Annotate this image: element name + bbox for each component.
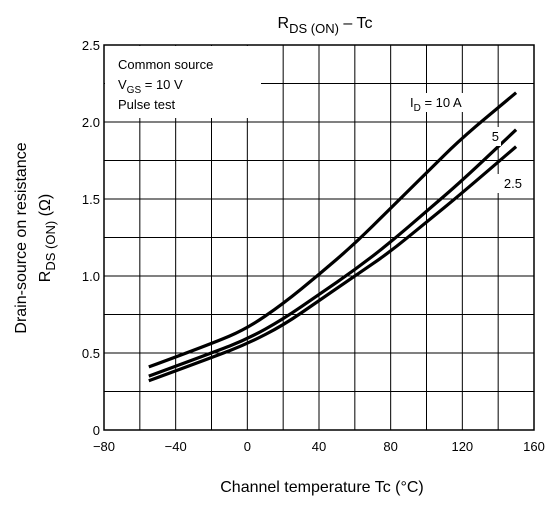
y-tick-label: 2.5 — [82, 38, 100, 53]
series-label-bg-2 — [485, 127, 501, 146]
y-tick-label: 0 — [93, 423, 100, 438]
y-axis-label-line2: RDS (ON) (Ω) — [37, 194, 58, 282]
tick-labels: −80 −40 0 40 80 120 160 0 0.5 1.0 1.5 2.0 2.5 — [82, 38, 545, 454]
plot-frame — [103, 44, 535, 431]
series-line-2 — [148, 128, 518, 378]
x-tick-label: 0 — [244, 439, 251, 454]
conditions-line1: Common source — [118, 57, 213, 72]
series-line-1 — [148, 91, 518, 369]
y-tick-label: 1.5 — [82, 192, 100, 207]
x-axis-label: Channel temperature Tc (°C) — [220, 479, 424, 496]
chart-title: RDS (ON) – Tc — [278, 15, 373, 36]
series-label-bg-3 — [496, 174, 524, 193]
series-line-3 — [148, 145, 518, 383]
y-axis-label-line1: Drain-source on resistance — [13, 142, 30, 333]
x-tick-label: −80 — [93, 439, 115, 454]
series-lines — [148, 91, 518, 383]
series-label-3: 2.5 — [504, 176, 522, 191]
series-label-1: ID = 10 A — [410, 95, 462, 114]
conditions-line3: Pulse test — [118, 97, 175, 112]
conditions-line2: VGS = 10 V — [118, 77, 183, 96]
series-label-2: 5 — [492, 129, 499, 144]
x-tick-label: 120 — [451, 439, 473, 454]
x-tick-label: 80 — [383, 439, 397, 454]
y-tick-label: 0.5 — [82, 346, 100, 361]
y-tick-label: 2.0 — [82, 115, 100, 130]
conditions-box — [105, 46, 261, 118]
x-tick-label: −40 — [165, 439, 187, 454]
x-tick-label: 160 — [523, 439, 545, 454]
series-label-bg-1 — [408, 93, 476, 112]
x-tick-label: 40 — [312, 439, 326, 454]
y-tick-label: 1.0 — [82, 269, 100, 284]
